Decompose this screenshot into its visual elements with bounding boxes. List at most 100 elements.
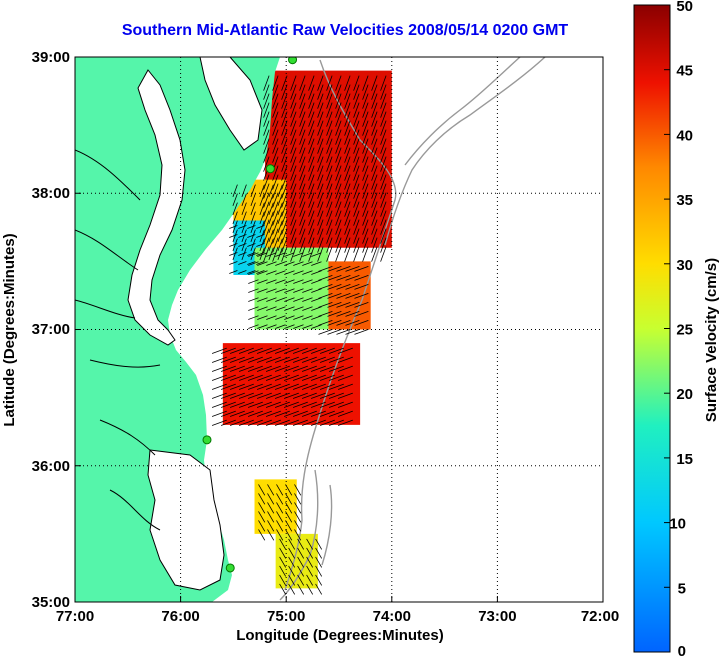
x-tick-label: 74:00 — [373, 608, 411, 625]
velocity-vector — [337, 365, 353, 372]
velocity-vector — [267, 484, 275, 496]
velocity-vector — [263, 174, 270, 190]
velocity-vector — [276, 493, 284, 505]
velocity-vector — [362, 156, 369, 172]
velocity-vector — [344, 228, 351, 244]
velocity-vector — [274, 401, 290, 408]
velocity-vector — [256, 225, 265, 229]
velocity-vector — [290, 192, 297, 208]
velocity-vector — [353, 246, 360, 262]
velocity-vector — [362, 228, 369, 244]
velocity-vector — [238, 410, 254, 417]
velocity-vector — [353, 120, 360, 136]
velocity-vector — [266, 297, 277, 302]
velocity-vector — [265, 365, 281, 372]
velocity-vector — [288, 556, 296, 568]
velocity-vector — [326, 120, 333, 136]
velocity-vector — [319, 356, 335, 363]
velocity-vector — [371, 237, 378, 253]
velocity-vector — [353, 84, 360, 100]
velocity-vector — [335, 111, 342, 127]
velocity-vector — [258, 511, 266, 523]
velocity-vector — [317, 183, 324, 199]
velocity-vector — [317, 75, 324, 91]
velocity-vector — [308, 237, 315, 253]
velocity-vector — [265, 410, 281, 417]
velocity-vector — [327, 293, 342, 299]
velocity-vector — [281, 93, 288, 109]
velocity-vector — [268, 220, 274, 234]
velocity-vector — [362, 183, 369, 199]
velocity-vector — [263, 120, 270, 136]
velocity-vector — [310, 347, 326, 354]
x-tick-label: 73:00 — [478, 608, 516, 625]
velocity-vector — [247, 392, 263, 399]
chesapeake-bay — [127, 69, 186, 346]
velocity-vector — [380, 75, 387, 91]
velocity-vector — [336, 266, 351, 272]
velocity-vector — [248, 288, 259, 293]
velocity-vector — [293, 324, 304, 329]
velocity-vector — [380, 183, 387, 199]
x-tick-label: 77:00 — [56, 608, 94, 625]
velocity-vector — [284, 252, 295, 257]
velocity-vector — [259, 184, 265, 198]
velocity-vector — [294, 529, 302, 541]
velocity-vector — [371, 156, 378, 172]
x-tick-label: 75:00 — [267, 608, 305, 625]
velocity-vector — [335, 138, 342, 154]
velocity-vector — [328, 392, 344, 399]
velocity-vector — [293, 252, 304, 257]
velocity-vector — [380, 237, 387, 253]
velocity-vector — [266, 252, 277, 257]
velocity-vector — [250, 193, 256, 207]
y-tick-label: 36:00 — [32, 458, 70, 475]
velocity-vector — [281, 84, 288, 100]
velocity-vector — [310, 410, 326, 417]
velocity-vector — [250, 202, 256, 216]
velocity-vector — [257, 270, 268, 275]
velocity-vector — [371, 219, 378, 235]
velocity-vector — [353, 165, 360, 181]
velocity-vector — [263, 102, 270, 118]
velocity-vector — [317, 111, 324, 127]
velocity-vector — [283, 365, 299, 372]
velocity-vector — [263, 183, 270, 199]
velocity-vector — [248, 297, 259, 302]
velocity-vector — [265, 347, 281, 354]
velocity-vector — [281, 201, 288, 217]
velocity-vector — [345, 275, 360, 281]
y-tick-label: 38:00 — [32, 185, 70, 202]
velocity-vector — [220, 401, 236, 408]
velocity-vector — [256, 270, 265, 274]
velocity-vector — [232, 184, 238, 198]
velocity-vector — [266, 261, 277, 266]
velocity-vector — [238, 419, 254, 426]
velocity-vector — [275, 324, 286, 329]
velocity-vector — [353, 147, 360, 163]
velocity-vector — [268, 184, 274, 198]
velocity-vector — [310, 392, 326, 399]
velocity-vector — [290, 138, 297, 154]
velocity-vector — [276, 520, 284, 532]
colorbar-tick-label: 45 — [676, 63, 693, 80]
velocity-vector — [310, 401, 326, 408]
velocity-vector — [380, 84, 387, 100]
velocity-vector — [229, 234, 238, 238]
velocity-vector — [272, 138, 279, 154]
velocity-vector — [344, 210, 351, 226]
velocity-vector — [274, 374, 290, 381]
velocity-vector — [380, 138, 387, 154]
velocity-vector — [299, 147, 306, 163]
velocity-vector — [259, 193, 265, 207]
velocity-vector — [272, 120, 279, 136]
velocity-vector — [308, 129, 315, 145]
velocity-vector — [284, 288, 295, 293]
velocity-vector — [274, 365, 290, 372]
velocity-vector — [256, 261, 265, 265]
velocity-vector — [299, 156, 306, 172]
velocity-vector — [277, 193, 283, 207]
velocity-vector — [265, 419, 281, 426]
velocity-vector — [301, 356, 317, 363]
velocity-vector — [318, 320, 333, 326]
